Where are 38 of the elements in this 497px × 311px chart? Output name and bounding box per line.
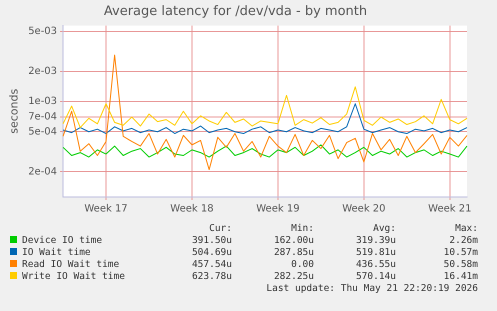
text: 0.00 <box>290 259 314 271</box>
text: 570.14u <box>354 271 396 283</box>
text: 282.25u <box>272 271 314 283</box>
y-axis-title: seconds <box>7 88 20 134</box>
text: 504.69u <box>190 247 232 259</box>
text: 519.81u <box>354 247 396 259</box>
chart-title: Average latency for /dev/vda - by month <box>104 4 368 20</box>
y-tick-label: 2e-03 <box>28 66 58 77</box>
x-tick-label: Week 19 <box>256 204 300 215</box>
text: 162.00u <box>272 235 314 247</box>
text: 319.39u <box>354 235 396 247</box>
y-tick-label: 5e-04 <box>28 126 58 138</box>
legend-label: Read IO Wait time <box>21 259 120 271</box>
x-tick-label: Week 20 <box>342 204 386 215</box>
y-tick-label: 7e-04 <box>28 112 58 123</box>
x-tick-label: Week 18 <box>170 204 214 215</box>
text: 2.26m <box>448 235 478 247</box>
text: Max: <box>454 223 478 235</box>
text: 457.54u <box>190 259 232 271</box>
legend-label: IO Wait time <box>21 247 92 259</box>
legend-label: Write IO Wait time <box>21 271 126 283</box>
text: Last update: Thu May 21 22:20:19 2026 <box>265 283 478 295</box>
text: 287.85u <box>272 247 314 259</box>
y-tick-label: 2e-04 <box>28 166 58 178</box>
text: 436.55u <box>354 259 396 271</box>
text: 50.58m <box>442 259 478 271</box>
legend-label: Device IO time <box>21 235 104 247</box>
text: Avg: <box>372 223 396 235</box>
y-tick-label: 1e-03 <box>28 96 58 108</box>
y-tick-label: 5e-03 <box>28 26 58 37</box>
text: 391.50u <box>190 235 232 247</box>
x-tick-label: Week 17 <box>84 204 128 215</box>
text: 10.57m <box>442 247 478 259</box>
text: Cur: <box>208 223 232 235</box>
text: 16.41m <box>442 271 478 283</box>
text: Min: <box>290 223 314 235</box>
text: 623.78u <box>190 271 232 283</box>
x-tick-label: Week 21 <box>428 204 472 215</box>
